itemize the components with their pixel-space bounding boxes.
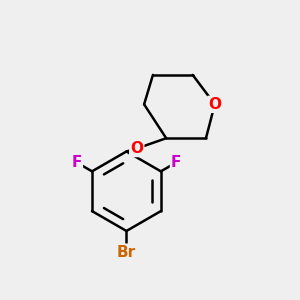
- Text: O: O: [130, 141, 143, 156]
- Text: Br: Br: [117, 245, 136, 260]
- Text: F: F: [71, 155, 82, 170]
- Text: F: F: [171, 155, 181, 170]
- Text: O: O: [208, 97, 221, 112]
